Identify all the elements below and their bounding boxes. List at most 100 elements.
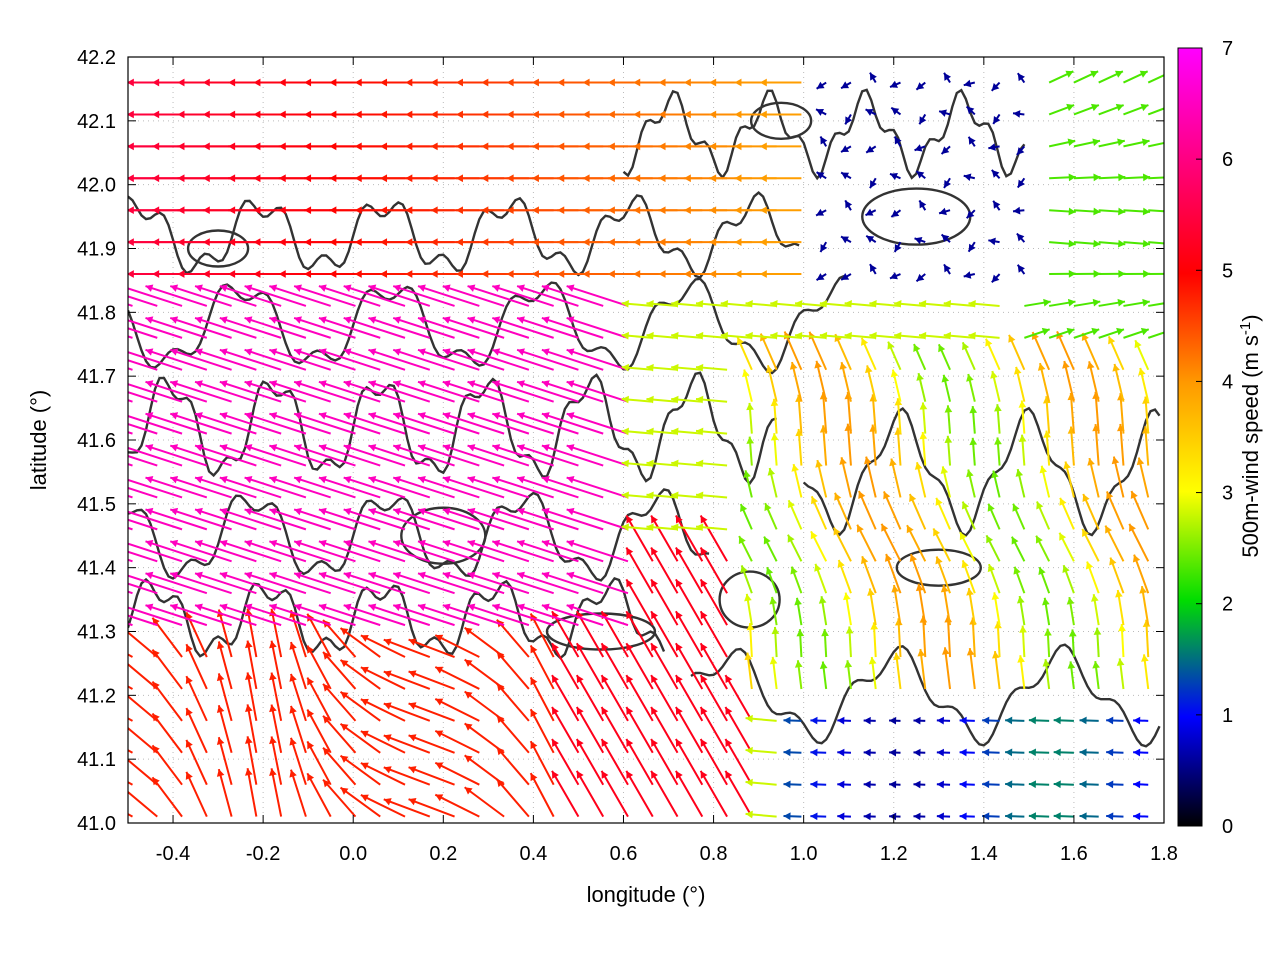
wind-vector	[551, 642, 580, 690]
wind-vector	[994, 621, 1002, 658]
wind-vector	[908, 493, 927, 530]
wind-vector	[318, 539, 381, 563]
wind-vector	[244, 444, 307, 467]
wind-vector	[1062, 564, 1075, 594]
wind-vector	[343, 444, 406, 467]
wind-vector	[889, 172, 901, 181]
wind-vector	[959, 531, 976, 562]
wind-vector	[936, 748, 951, 757]
wind-vector	[306, 708, 332, 754]
terrain-contour	[622, 88, 1026, 181]
wind-vector	[368, 380, 431, 403]
wind-vector	[671, 491, 703, 500]
wind-vector	[417, 539, 480, 563]
wind-vector	[318, 380, 381, 403]
wind-vector	[1098, 103, 1125, 116]
wind-vector	[1016, 72, 1026, 84]
wind-vector	[1005, 748, 1025, 757]
wind-vector	[625, 515, 654, 562]
wind-vector	[889, 812, 901, 821]
wind-vector	[1063, 461, 1075, 498]
x-tick-label: 0.4	[519, 843, 547, 865]
wind-vector	[816, 81, 827, 90]
x-tick-label: 1.4	[970, 843, 998, 865]
wind-vector	[1123, 173, 1151, 182]
wind-vector	[650, 706, 679, 754]
wind-vector	[844, 660, 853, 690]
wind-vector	[819, 136, 828, 147]
wind-vector	[492, 380, 554, 403]
wind-vector	[128, 295, 158, 307]
wind-vector	[867, 588, 877, 626]
wind-vector	[938, 109, 951, 117]
wind-vector	[566, 380, 629, 403]
wind-vector	[959, 812, 975, 821]
wind-vector	[991, 169, 1001, 179]
wind-vector	[1019, 625, 1027, 658]
wind-vector	[1147, 107, 1164, 116]
x-tick-label: 1.8	[1150, 843, 1178, 865]
wind-vector	[194, 348, 257, 371]
wind-vector	[343, 603, 406, 627]
wind-vector	[244, 603, 307, 627]
wind-vector	[893, 652, 902, 690]
wind-vector	[339, 786, 381, 818]
wind-vector	[442, 380, 505, 403]
wind-vector	[787, 499, 803, 530]
wind-vector	[128, 550, 158, 563]
wind-vector	[1042, 597, 1051, 626]
wind-vector	[343, 476, 406, 499]
wind-vector	[621, 491, 653, 500]
wind-vector	[244, 380, 307, 403]
wind-vector	[918, 300, 951, 308]
wind-vector	[746, 622, 755, 658]
wind-vector	[417, 412, 480, 435]
wind-vector	[1036, 501, 1051, 530]
x-tick-label: 1.2	[880, 843, 908, 865]
wind-vector	[1073, 173, 1101, 182]
wind-vector	[128, 145, 133, 148]
wind-vector	[434, 634, 480, 658]
wind-vector	[759, 270, 802, 278]
wind-vector	[1049, 239, 1076, 248]
wind-vector	[1123, 70, 1149, 84]
wind-vector	[1116, 658, 1125, 690]
wind-vector	[293, 380, 356, 403]
wind-vector	[289, 737, 307, 786]
wind-vector	[219, 348, 282, 371]
terrain-contour	[128, 371, 778, 486]
wind-vector	[169, 380, 232, 403]
terrain-contour	[545, 612, 657, 651]
wind-vector	[790, 566, 803, 594]
wind-vector	[1147, 331, 1164, 339]
wind-vector	[992, 200, 1001, 211]
wind-vector	[1148, 141, 1164, 148]
wind-vector	[918, 331, 951, 340]
wind-vector	[566, 444, 629, 467]
wind-vector	[1134, 339, 1150, 371]
wind-vector	[392, 476, 455, 499]
colorbar-tick-label: 5	[1222, 260, 1233, 282]
wind-vector	[765, 566, 778, 594]
wind-vector	[810, 812, 827, 821]
wind-vector	[940, 233, 951, 243]
wind-vector	[541, 348, 604, 371]
wind-vector	[269, 672, 283, 722]
wind-vector	[442, 476, 505, 499]
wind-vector	[621, 459, 653, 468]
wind-vector	[625, 738, 654, 786]
wind-vector	[746, 402, 754, 434]
wind-vector	[269, 704, 283, 753]
wind-vector	[1109, 557, 1125, 594]
wind-vector	[289, 641, 307, 690]
wind-vector	[600, 770, 629, 818]
wind-vector	[496, 746, 530, 786]
wind-vector	[621, 331, 653, 340]
wind-vector	[1073, 103, 1100, 116]
wind-vector	[368, 284, 431, 307]
wind-vector	[675, 578, 704, 626]
wind-vector	[671, 395, 703, 404]
wind-vector	[764, 502, 778, 530]
wind-vector	[145, 380, 208, 403]
wind-vector	[1037, 362, 1051, 402]
